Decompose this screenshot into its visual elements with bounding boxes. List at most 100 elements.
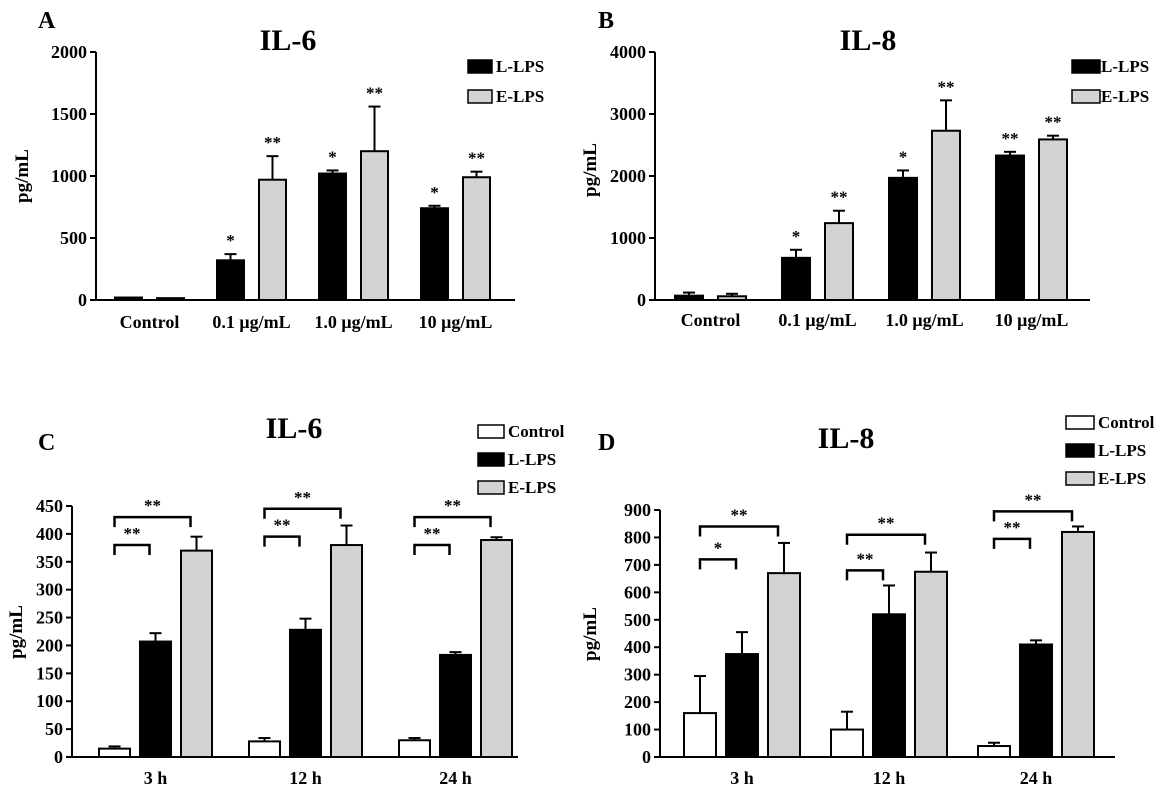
legend-swatch: [1065, 471, 1095, 486]
legend-label: Control: [508, 422, 565, 441]
y-tick-label: 3000: [610, 104, 646, 124]
bar: [156, 297, 185, 302]
bar: [977, 745, 1011, 758]
legend-label: Control: [1098, 413, 1155, 432]
bar: [1019, 643, 1053, 759]
y-tick-label: 250: [36, 608, 63, 628]
significance-label: **: [1002, 129, 1019, 148]
y-tick-label: 200: [36, 635, 63, 655]
y-tick-label: 600: [624, 582, 651, 602]
bar: [767, 572, 801, 758]
y-tick-label: 700: [624, 555, 651, 575]
significance-bracket: [992, 537, 1032, 549]
y-tick-label: 900: [624, 500, 651, 520]
y-tick-label: 50: [45, 719, 63, 739]
bar: [888, 176, 918, 301]
y-tick-label: 2000: [610, 166, 646, 186]
legend-swatch: [1065, 443, 1095, 458]
legend-label: L-LPS: [508, 450, 556, 469]
y-tick-label: 0: [78, 290, 87, 310]
bar: [248, 740, 281, 758]
panel-letter: C: [38, 430, 55, 456]
significance-label: *: [226, 231, 235, 250]
significance-label: *: [430, 183, 439, 202]
significance-bracket: [263, 535, 301, 547]
bar: [781, 256, 811, 301]
legend-swatch: [1071, 89, 1101, 104]
legend-swatch: [467, 89, 493, 104]
significance-label: *: [899, 147, 908, 166]
significance-bracket: [845, 533, 927, 545]
category-label: 12 h: [873, 768, 906, 788]
bar: [439, 653, 472, 759]
category-label: Control: [120, 312, 180, 332]
significance-bracket: [698, 558, 738, 570]
significance-label: **: [857, 549, 874, 568]
panel-letter: B: [598, 8, 614, 34]
bar: [398, 739, 431, 758]
legend-swatch: [477, 452, 505, 467]
significance-label: **: [274, 516, 291, 535]
y-tick-label: 300: [36, 580, 63, 600]
y-tick-label: 150: [36, 663, 63, 683]
chart-panel-d: D IL-8 pg/mL 0 100 200 300 400 500 600 700 800 900 3 …: [580, 413, 1155, 788]
y-tick-label: 1000: [610, 228, 646, 248]
bar: [725, 653, 759, 758]
y-tick-label: 400: [624, 637, 651, 657]
legend-label: E-LPS: [508, 478, 556, 497]
significance-label: **: [294, 488, 311, 507]
chart-title: IL-6: [266, 412, 323, 445]
legend-swatch: [477, 424, 505, 439]
bar: [931, 129, 961, 301]
y-tick-label: 2000: [51, 42, 87, 62]
bar: [674, 294, 704, 302]
y-tick-label: 800: [624, 527, 651, 547]
significance-label: **: [468, 149, 485, 168]
significance-label: **: [1045, 113, 1062, 132]
legend-swatch: [477, 480, 505, 495]
y-tick-label: 100: [624, 720, 651, 740]
chart-title: IL-6: [260, 24, 317, 57]
y-tick-label: 500: [60, 228, 87, 248]
y-tick-label: 4000: [610, 42, 646, 62]
y-tick-label: 450: [36, 496, 63, 516]
significance-label: **: [444, 496, 461, 515]
significance-label: **: [831, 188, 848, 207]
category-label: Control: [681, 310, 741, 330]
legend-label: L-LPS: [1101, 57, 1149, 76]
bar: [180, 549, 213, 758]
significance-label: *: [328, 147, 337, 166]
bar: [872, 613, 906, 758]
significance-label: **: [424, 524, 441, 543]
y-tick-label: 300: [624, 665, 651, 685]
bar: [139, 640, 172, 758]
significance-label: **: [144, 496, 161, 515]
significance-bracket: [845, 569, 885, 581]
y-tick-label: 0: [637, 290, 646, 310]
bar: [824, 222, 854, 301]
legend-swatch: [1065, 415, 1095, 430]
panel-letter: D: [598, 430, 615, 456]
chart-panel-c: C IL-6 pg/mL 0 50 100 150 200 250 300 350 400 450 3 h…: [6, 412, 565, 788]
significance-bracket: [992, 510, 1074, 522]
y-axis-label: pg/mL: [12, 149, 33, 203]
legend-label: E-LPS: [1098, 469, 1146, 488]
significance-label: **: [124, 524, 141, 543]
y-axis-label: pg/mL: [6, 605, 27, 659]
category-label: 3 h: [144, 768, 168, 788]
chart-panel-b: BIL-8pg/mL01000200030004000**********Con…: [580, 8, 1149, 330]
significance-label: **: [878, 514, 895, 533]
bar: [717, 295, 747, 301]
bar: [318, 172, 347, 302]
bar: [330, 544, 363, 758]
y-tick-label: 0: [642, 747, 651, 767]
category-label: 10 μg/mL: [419, 312, 493, 332]
bar: [360, 150, 389, 301]
bar: [1038, 138, 1068, 301]
bar: [98, 747, 131, 759]
bar: [830, 728, 864, 758]
chart-title: IL-8: [818, 422, 875, 455]
y-axis-label: pg/mL: [580, 607, 601, 661]
bar: [216, 259, 245, 302]
category-label: 0.1 μg/mL: [212, 312, 290, 332]
